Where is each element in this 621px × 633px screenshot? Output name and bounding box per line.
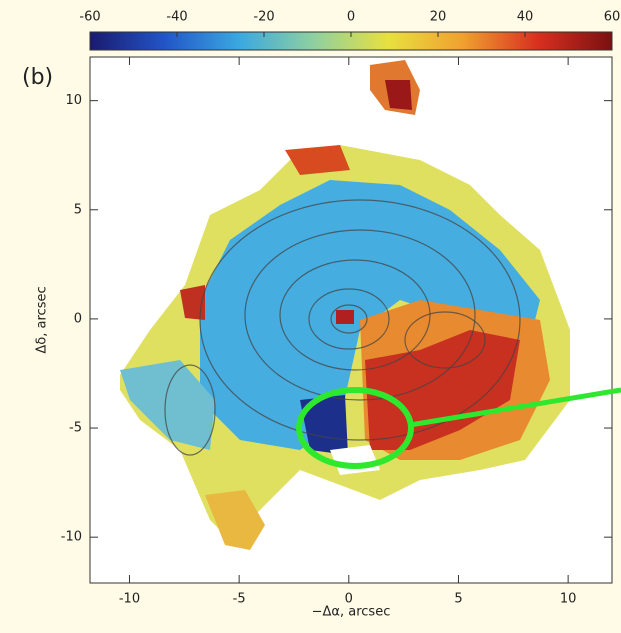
colorbar-tick-label: 60 — [604, 10, 621, 25]
colorbar-tick-label: -60 — [79, 10, 100, 25]
x-tick-label: 5 — [454, 592, 462, 607]
y-tick-label: -10 — [61, 530, 82, 545]
x-axis-label: −Δα, arcsec — [312, 605, 391, 620]
x-tick-label: -5 — [233, 592, 246, 607]
x-tick-label: 10 — [560, 592, 577, 607]
y-tick-label: 5 — [74, 202, 82, 217]
colorbar-tick-label: 20 — [430, 10, 447, 25]
panel-label: (b) — [22, 65, 53, 90]
y-tick-label: 10 — [65, 93, 82, 108]
y-axis-label: Δδ, arcsec — [35, 286, 50, 353]
colorbar-tick-label: 40 — [517, 10, 534, 25]
colorbar-tick-label: 0 — [347, 10, 355, 25]
figure: (b) −Δα, arcsec Δδ, arcsec -10 -5 0 5 10 -10 -… — [0, 0, 621, 629]
x-tick-label: 0 — [345, 592, 353, 607]
colorbar-tick-label: -20 — [253, 10, 274, 25]
x-tick-label: -10 — [119, 592, 140, 607]
y-tick-label: 0 — [74, 311, 82, 326]
map-center — [336, 310, 354, 324]
colorbar-tick-label: -40 — [166, 10, 187, 25]
y-tick-label: -5 — [69, 421, 82, 436]
